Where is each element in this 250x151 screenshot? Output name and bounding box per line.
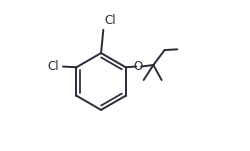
- Text: Cl: Cl: [48, 60, 59, 73]
- Text: O: O: [134, 60, 143, 73]
- Text: Cl: Cl: [104, 14, 116, 27]
